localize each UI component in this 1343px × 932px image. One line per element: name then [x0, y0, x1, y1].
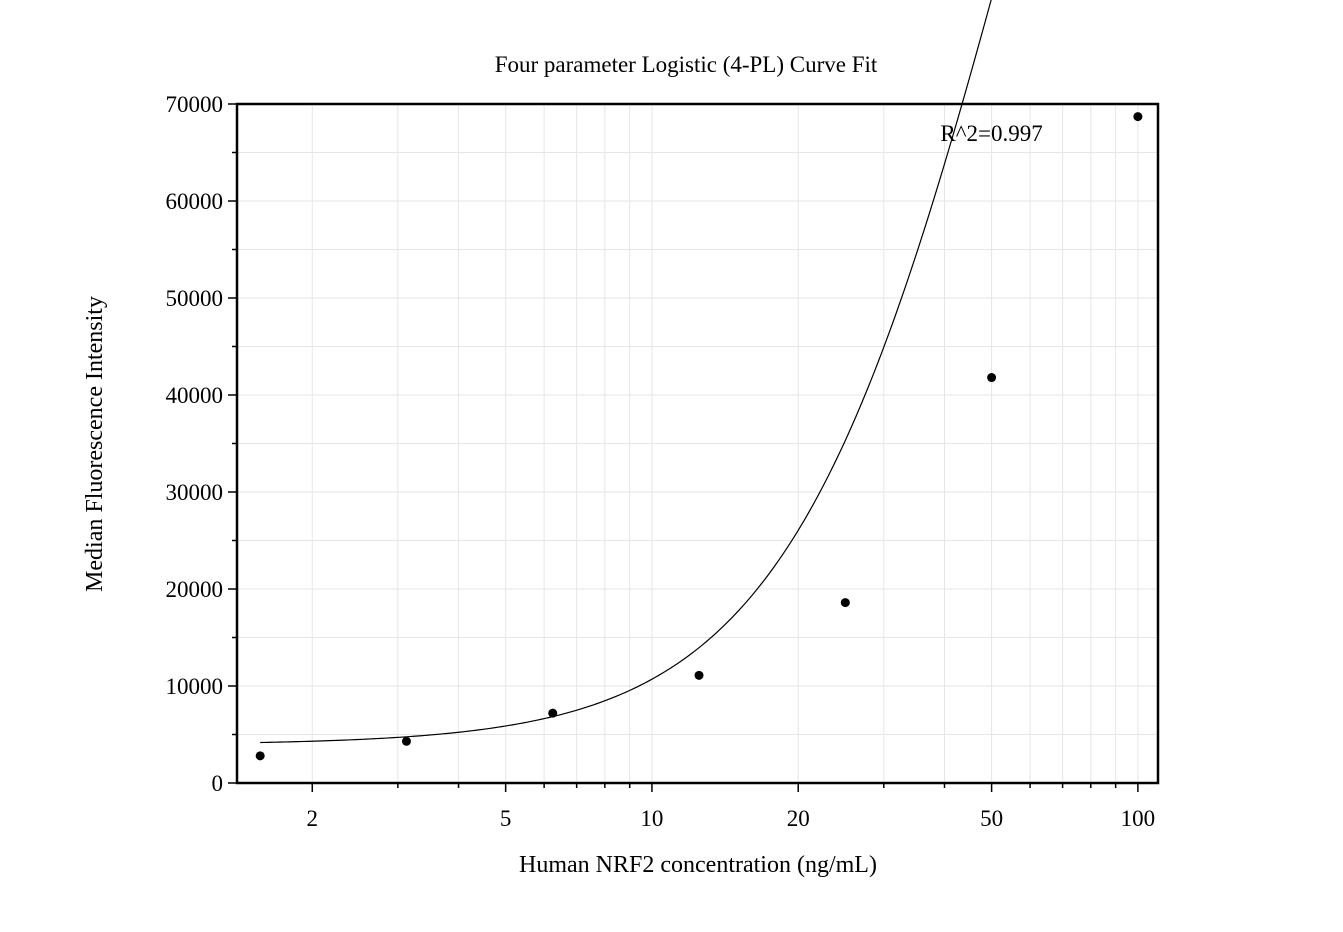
fit-curve-layer [260, 0, 992, 744]
x-tick-label: 20 [787, 806, 810, 831]
y-tick-label: 70000 [166, 92, 224, 117]
data-point [548, 708, 558, 718]
y-tick-label: 10000 [166, 674, 224, 699]
y-tick-label: 30000 [166, 480, 224, 505]
data-point [255, 751, 265, 761]
x-tick-label: 10 [640, 806, 663, 831]
data-points [255, 112, 1143, 761]
axis-ticks: 2 5 10 20 50 100 0 10000 20000 30000 40000 50000 600… [166, 92, 1156, 831]
x-tick-label: 2 [307, 806, 319, 831]
r-squared-annotation: R^2=0.997 [940, 121, 1042, 146]
x-tick-label: 50 [980, 806, 1003, 831]
x-axis-label: Human NRF2 concentration (ng/mL) [519, 852, 877, 878]
y-tick-label: 0 [212, 771, 224, 796]
y-tick-label: 20000 [166, 577, 224, 602]
y-tick-label: 60000 [166, 189, 224, 214]
data-point [401, 736, 411, 746]
y-tick-label: 50000 [166, 286, 224, 311]
grid [237, 103, 1158, 784]
data-point [987, 373, 997, 383]
y-tick-label: 40000 [166, 383, 224, 408]
data-point [1133, 112, 1143, 122]
data-point [840, 598, 850, 608]
data-point [694, 670, 704, 680]
x-tick-label: 100 [1121, 806, 1156, 831]
x-tick-label: 5 [500, 806, 512, 831]
fit-curve [260, 0, 992, 744]
chart-title: Four parameter Logistic (4-PL) Curve Fit [495, 52, 878, 77]
y-axis-label: Median Fluorescence Intensity [82, 296, 108, 592]
